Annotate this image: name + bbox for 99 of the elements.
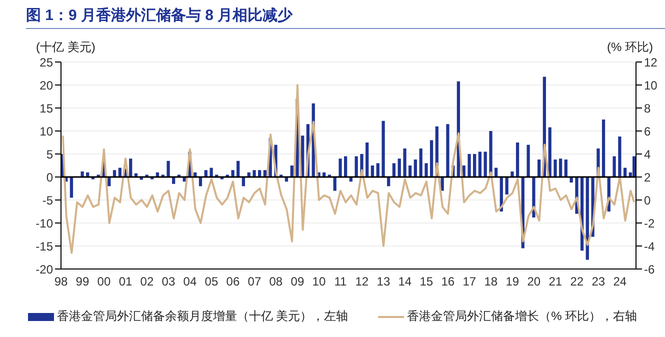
bar	[612, 156, 616, 177]
bar	[338, 158, 342, 177]
x-tick-label: 12	[355, 274, 369, 289]
x-tick-label: 03	[162, 274, 176, 289]
y2-axis-title: (% 环比)	[607, 39, 653, 56]
x-tick-label: 24	[613, 274, 627, 289]
x-tick-label: 11	[334, 274, 347, 289]
bar	[70, 177, 74, 198]
y2-tick-label: 10	[644, 78, 658, 92]
bar	[80, 171, 84, 177]
bar	[526, 144, 530, 177]
bar	[344, 156, 348, 177]
bar	[414, 160, 417, 177]
legend-label: 香港金管局外汇储备余额月度增量（十亿 美元），左轴	[56, 308, 348, 325]
bar	[505, 177, 508, 194]
y-tick-label: 20	[40, 78, 54, 92]
y2-tick-label: 12	[644, 55, 658, 70]
bar	[408, 166, 412, 177]
y2-tick-label: 2	[644, 170, 651, 184]
bar	[166, 160, 170, 177]
legend-label: 香港金管局外汇储备增长（% 环比），右轴	[407, 308, 638, 325]
x-tick-label: 15	[420, 274, 434, 289]
y-tick-label: 25	[40, 55, 54, 70]
x-tick-label: 17	[462, 274, 476, 289]
bar	[632, 156, 636, 177]
bar	[354, 156, 358, 177]
x-tick-label: 19	[506, 274, 520, 289]
bar	[424, 163, 428, 177]
bar	[510, 171, 514, 177]
bar	[446, 124, 450, 177]
bar	[419, 148, 422, 177]
y2-tick-label: -6	[644, 262, 655, 276]
bar	[236, 160, 240, 177]
bar	[258, 170, 262, 177]
x-tick-label: 21	[548, 274, 562, 289]
y-tick-label: -10	[36, 216, 54, 230]
x-tick-label: 05	[204, 274, 218, 289]
bar	[263, 170, 266, 177]
x-tick-label: 13	[376, 274, 390, 289]
bar	[252, 170, 256, 177]
y2-tick-label: 8	[644, 101, 651, 116]
bar	[231, 170, 234, 177]
chart-title: 图 1：9 月香港外汇储备与 8 月相比减少	[26, 6, 293, 25]
bar	[129, 158, 132, 177]
bar	[489, 131, 492, 177]
x-tick-label: 08	[269, 274, 283, 289]
x-tick-label: 02	[140, 274, 154, 289]
x-tick-label: 18	[484, 274, 498, 289]
x-tick-label: 16	[441, 274, 455, 289]
y-tick-label: -15	[36, 239, 54, 254]
x-tick-label: 23	[592, 274, 606, 289]
y2-tick-label: 4	[644, 147, 651, 162]
y-tick-label: 5	[46, 147, 54, 162]
y2-tick-label: -4	[644, 239, 655, 254]
y2-tick-label: 6	[644, 124, 651, 138]
bar	[468, 154, 471, 177]
y-tick-label: -5	[42, 193, 54, 208]
bar	[366, 142, 369, 177]
bar	[333, 177, 336, 191]
bar	[112, 170, 116, 177]
bar	[430, 140, 434, 177]
y-axis-title: (十亿 美元)	[36, 39, 96, 56]
y-tick-label: 0	[46, 170, 54, 184]
x-tick-label: 01	[118, 274, 132, 289]
x-tick-label: 07	[248, 274, 262, 289]
x-tick-label: 00	[97, 274, 111, 289]
bar	[618, 136, 622, 177]
x-tick-label: 10	[312, 274, 326, 289]
x-tick-label: 06	[226, 274, 240, 289]
x-tick-label: 04	[183, 274, 197, 289]
bar	[392, 163, 396, 177]
bar	[290, 166, 294, 177]
bar	[564, 160, 568, 177]
bar	[376, 163, 380, 177]
x-tick-label: 99	[76, 274, 90, 289]
bar	[538, 160, 541, 177]
y2-tick-label: -2	[644, 216, 655, 230]
x-tick-label: 22	[570, 274, 584, 289]
y2-tick-label: 0	[644, 193, 651, 208]
bar	[554, 160, 557, 177]
bar	[516, 142, 520, 177]
bar	[403, 148, 406, 177]
x-tick-label: 14	[398, 274, 412, 289]
y-tick-label: -20	[36, 262, 54, 276]
x-tick-label: 20	[527, 274, 541, 289]
y-tick-label: 10	[40, 124, 54, 138]
bar	[398, 158, 401, 177]
bar	[382, 120, 385, 177]
bar	[370, 166, 374, 177]
bar	[484, 152, 487, 177]
bar	[473, 154, 476, 177]
bar	[478, 152, 482, 177]
bar	[602, 120, 606, 177]
x-tick-label: 98	[54, 274, 68, 289]
bar	[558, 158, 562, 177]
bar	[204, 170, 208, 177]
y-tick-label: 15	[40, 101, 54, 116]
bar	[548, 127, 552, 177]
x-tick-label: 09	[290, 274, 304, 289]
